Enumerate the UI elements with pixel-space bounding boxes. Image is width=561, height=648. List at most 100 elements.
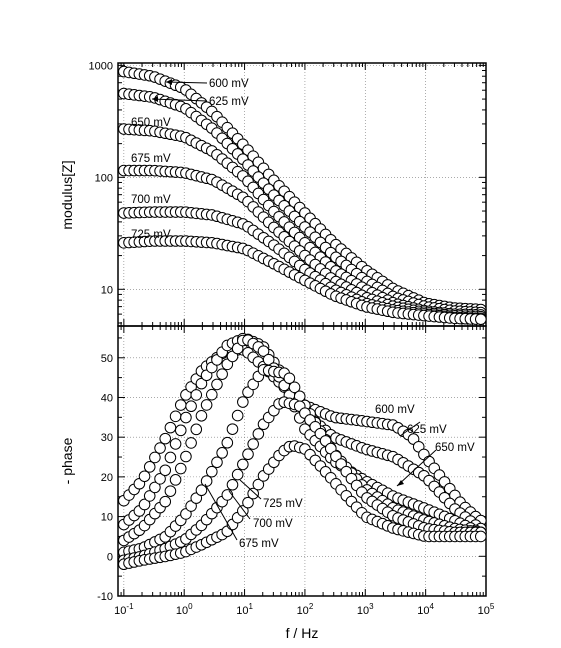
bottom-data-point [138,498,151,511]
bottom-data-point [237,458,249,471]
bottom-data-point [149,451,161,464]
x-tick-label: 101 [236,602,253,617]
x-tick-label: 104 [417,602,434,617]
bottom-data-point [195,377,208,390]
bottom-y-tick-label: 30 [101,432,113,444]
bottom-data-point [257,345,270,357]
bottom-data-point [159,495,172,508]
bottom-label-700mv: 700 mV [253,518,293,530]
bottom-data-point [252,478,265,491]
bottom-data-point [474,530,487,543]
bottom-data-point [154,473,166,485]
bottom-data-point [205,465,218,478]
top-panel-ticks: 10 100 1000 [89,60,487,326]
bottom-data-point [174,462,187,475]
x-tick-label: 102 [297,602,314,617]
arrow-head-icon [152,96,158,102]
top-y-tick-label: 10 [101,284,113,296]
bottom-y-tick-label: 0 [107,551,113,563]
x-axis-label: f / Hz [286,625,319,641]
bottom-data-point [226,478,239,491]
bottom-data-point [195,409,208,422]
x-tick-label: 103 [357,602,374,617]
annotation-arrow [165,81,208,84]
bottom-label-725mv: 725 mV [263,498,303,510]
bottom-data-point [169,438,182,450]
annotation-arrow [204,483,238,541]
bottom-y-tick-label: 10 [101,512,113,524]
bottom-data-point [216,368,228,380]
bottom-data-point [200,475,213,487]
bottom-data-point [221,436,234,449]
bottom-label-650mv: 650 mV [435,442,475,454]
bottom-data-point [159,464,172,477]
top-label-650mv: 650 mV [131,117,171,129]
annotation-arrow [151,98,208,102]
bottom-data-point [190,423,203,436]
bottom-data-point [185,400,197,413]
bottom-label-675mv: 675 mV [239,538,279,550]
bottom-data-point [169,410,182,423]
bottom-data-point [200,399,213,411]
bottom-y-tick-label: 50 [101,353,113,365]
bottom-data-point [138,470,151,483]
top-panel-annotations: 600 mV 625 mV 650 mV 675 mV 700 mV 725 m… [131,78,249,241]
top-label-725mv: 725 mV [131,229,171,241]
top-label-600mv: 600 mV [209,78,249,90]
bottom-y-tick-label: -10 [97,591,113,603]
bottom-y-axis-label: - phase [59,437,75,484]
top-label-675mv: 675 mV [131,153,171,165]
bottom-data-point [180,450,192,463]
bottom-data-point [190,389,203,401]
top-panel-data-points [118,65,487,326]
x-tick-label: 105 [478,602,495,617]
top-y-tick-label: 100 [95,172,113,184]
bottom-data-point [180,411,192,424]
bottom-data-point [247,438,259,450]
bottom-data-point [216,447,228,459]
arrow-head-icon [397,480,404,486]
bottom-data-point [242,496,254,509]
bottom-data-point [149,481,161,494]
annotation-arrow [239,479,262,500]
bottom-data-point [211,378,223,391]
top-y-axis-label: modulus[Z] [59,160,75,229]
bottom-data-point [164,421,177,434]
top-label-700mv: 700 mV [131,194,171,206]
annotation-arrow [396,449,437,487]
bottom-data-point [288,381,301,394]
bottom-label-625mv: 625 mV [407,424,447,436]
top-y-tick-label: 1000 [89,60,113,72]
top-data-point [474,313,487,326]
bottom-y-tick-label: 40 [101,392,113,404]
bottom-data-point [247,487,259,500]
bottom-data-point [242,448,254,461]
annotation-arrow [399,421,421,437]
bottom-data-point [205,388,218,401]
bottom-label-600mv: 600 mV [375,404,415,416]
bottom-data-point [174,399,187,411]
bottom-data-point [231,409,244,422]
bottom-data-point [143,461,156,473]
arrow-head-icon [166,79,172,85]
bottom-data-point [169,474,182,486]
x-tick-label: 100 [176,602,193,617]
bottom-data-point [143,490,156,502]
bottom-data-point [159,432,172,445]
bottom-data-point [231,468,244,481]
bottom-data-point [221,489,234,501]
bottom-data-point [252,428,265,440]
bottom-data-point [185,437,197,449]
bottom-y-tick-label: 20 [101,472,113,484]
bottom-data-point [237,396,249,408]
bottom-data-point [164,485,177,497]
bottom-data-point [283,372,296,385]
annotation-arrow [228,490,251,520]
bottom-panel-data-points [118,332,487,571]
bottom-data-point [164,451,177,464]
bottom-panel-ticks: -10 0 10 20 30 40 50 10-1 100 101 102 103 104 105 [97,326,495,617]
bottom-data-point [195,484,208,497]
bottom-data-point [211,456,223,469]
x-tick-label: 10-1 [114,602,134,617]
